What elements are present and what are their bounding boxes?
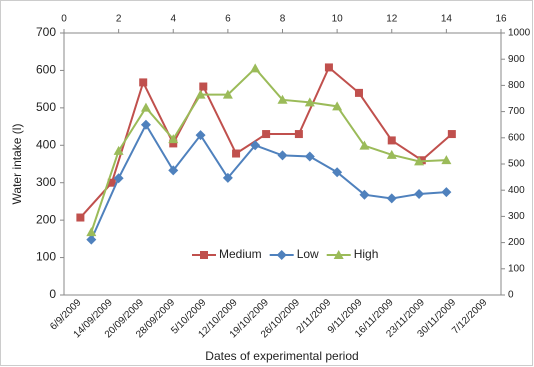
data-point — [222, 172, 233, 183]
data-point — [332, 167, 343, 178]
data-point — [168, 134, 179, 144]
data-point — [107, 178, 116, 187]
data-point — [386, 149, 397, 159]
y2-tick-label: 0 — [508, 290, 514, 301]
y2-tick-label: 800 — [508, 80, 525, 91]
y-tick-label: 500 — [36, 100, 56, 114]
data-point — [250, 140, 261, 151]
y-tick-label: 700 — [36, 25, 56, 39]
series-line — [90, 122, 447, 241]
x2-tick-label: 2 — [116, 14, 122, 25]
data-point — [199, 82, 208, 91]
data-point — [304, 151, 315, 162]
x2-tick-label: 16 — [495, 14, 507, 25]
legend-label: High — [354, 247, 379, 261]
legend-marker — [276, 250, 287, 260]
y2-tick-label: 500 — [508, 159, 525, 170]
data-point — [332, 101, 343, 111]
data-point — [86, 227, 97, 237]
data-point — [324, 63, 333, 72]
y-tick-label: 400 — [36, 137, 56, 151]
data-point — [140, 102, 151, 112]
x2-tick-label: 8 — [280, 14, 286, 25]
data-point — [447, 130, 456, 139]
data-point — [414, 156, 425, 166]
data-point — [359, 140, 370, 150]
y2-tick-label: 700 — [508, 106, 525, 117]
y2-tick-label: 100 — [508, 263, 525, 274]
data-point — [250, 63, 261, 73]
data-point — [386, 193, 397, 204]
legend-label: Medium — [219, 247, 262, 261]
data-point — [168, 165, 179, 176]
data-point — [195, 130, 206, 141]
data-point — [441, 155, 452, 165]
data-point — [304, 97, 315, 107]
data-point — [277, 94, 288, 104]
data-point — [387, 136, 396, 145]
x2-tick-label: 14 — [441, 14, 453, 25]
x2-tick-label: 6 — [225, 14, 231, 25]
x2-tick-label: 0 — [61, 14, 67, 25]
y2-tick-label: 900 — [508, 54, 525, 65]
x2-tick-label: 10 — [332, 14, 344, 25]
y-tick-label: 200 — [36, 212, 56, 226]
x2-tick-label: 12 — [386, 14, 398, 25]
legend-marker — [333, 250, 344, 259]
legend-marker — [200, 251, 208, 259]
data-point — [169, 139, 178, 148]
y2-tick-label: 200 — [508, 237, 525, 248]
data-point — [414, 188, 425, 199]
y-tick-label: 100 — [36, 250, 56, 264]
data-point — [277, 150, 288, 161]
data-point — [86, 234, 97, 245]
y2-tick-label: 400 — [508, 185, 525, 196]
data-point — [113, 145, 124, 155]
data-point — [76, 213, 85, 222]
data-point — [139, 78, 148, 87]
y2-tick-label: 1000 — [508, 28, 531, 39]
data-point — [140, 119, 151, 130]
y-axis-label: Water intake (l) — [10, 124, 24, 205]
legend-label: Low — [297, 247, 319, 261]
y-tick-label: 300 — [36, 175, 56, 189]
y-tick-label: 600 — [36, 63, 56, 77]
data-point — [113, 173, 124, 184]
data-point — [359, 189, 370, 200]
x-axis-label: Dates of experimental period — [205, 349, 358, 363]
data-point — [294, 130, 303, 139]
data-point — [232, 149, 241, 158]
y2-tick-label: 300 — [508, 211, 525, 222]
x2-tick-label: 4 — [170, 14, 176, 25]
series-line — [90, 66, 447, 233]
y2-tick-label: 600 — [508, 132, 525, 143]
data-point — [441, 187, 452, 198]
data-point — [354, 88, 363, 97]
data-point — [222, 89, 233, 99]
y-tick-label: 0 — [49, 287, 56, 301]
data-point — [262, 130, 271, 139]
data-point — [195, 89, 206, 99]
